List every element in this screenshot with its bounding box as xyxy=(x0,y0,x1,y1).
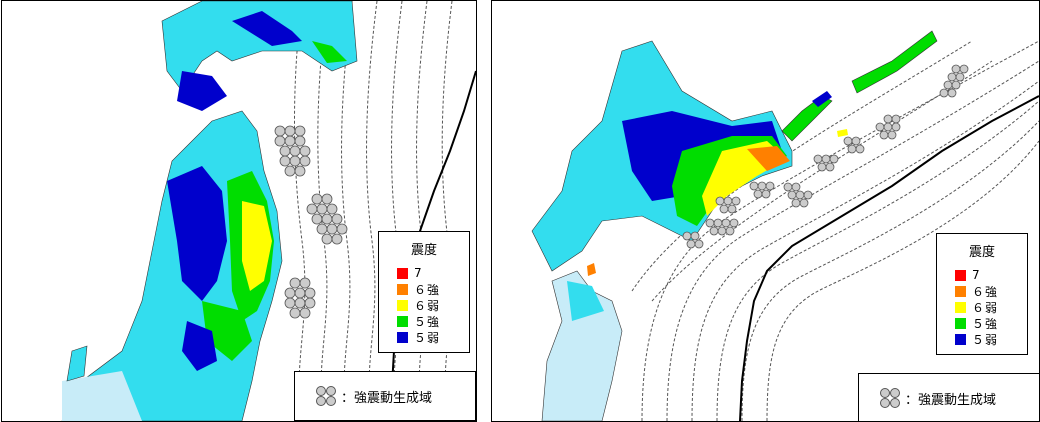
legend-title: 震度 xyxy=(968,245,995,260)
legend-label: 7 xyxy=(972,268,981,282)
zone-legend-label: ：強震動生成域 xyxy=(341,390,433,406)
legend-swatch xyxy=(397,299,408,311)
legend-label: ６強 xyxy=(414,282,441,297)
zone-legend: ：強震動生成域 xyxy=(858,373,1039,421)
map-panel-hokkaido: 震度 7 ６強 ６弱 ５強 ５弱 ：強震動生成域 xyxy=(491,0,1040,422)
legend-item: ５弱 xyxy=(955,332,999,347)
contour-lines xyxy=(631,40,1039,421)
legend-label: ５弱 xyxy=(972,332,999,347)
intensity-legend: 震度 7 ６強 ６弱 ５強 ５弱 xyxy=(936,233,1028,355)
legend-swatch xyxy=(397,315,408,327)
land-kuril xyxy=(781,95,833,142)
zone-legend: ：強震動生成域 xyxy=(294,371,476,421)
zone-legend-label: ：強震動生成域 xyxy=(905,392,997,408)
legend-title: 震度 xyxy=(410,243,437,258)
legend-label: 7 xyxy=(414,266,423,280)
legend-item: 7 xyxy=(955,268,981,282)
legend-item: ６弱 xyxy=(397,298,441,313)
legend-item: ５強 xyxy=(397,314,441,329)
zone-symbol-icon xyxy=(880,388,900,408)
legend-item: ６弱 xyxy=(955,300,999,315)
strong-motion-zones xyxy=(682,64,969,249)
legend-label: ６強 xyxy=(972,284,999,299)
map-panel-tohoku: 震度 7 ６強 ６弱 ５強 ５弱 ：強震動生成域 xyxy=(1,0,477,422)
legend-swatch xyxy=(955,285,966,297)
legend-item: ５弱 xyxy=(397,330,441,345)
intensity-map-hokkaido xyxy=(531,30,1039,421)
legend-swatch xyxy=(955,301,966,313)
legend-label: ５強 xyxy=(414,314,441,329)
intensity-legend: 震度 7 ６強 ６弱 ５強 ５弱 xyxy=(378,231,470,353)
legend-label: ５強 xyxy=(972,316,999,331)
intensity-map-tohoku xyxy=(61,1,476,421)
legend-swatch xyxy=(955,317,966,329)
legend-label: ５弱 xyxy=(414,330,441,345)
legend-swatch xyxy=(955,333,966,345)
legend-swatch xyxy=(397,267,408,279)
legend-item: ６強 xyxy=(955,284,999,299)
legend-item: ５強 xyxy=(955,316,999,331)
legend-swatch xyxy=(397,331,408,343)
trench-line xyxy=(739,95,1039,421)
legend-swatch xyxy=(397,283,408,295)
legend-label: ６弱 xyxy=(414,298,441,313)
legend-swatch xyxy=(955,269,966,281)
legend-item: 7 xyxy=(397,266,423,280)
strong-motion-zones xyxy=(274,125,348,319)
zone-symbol-icon xyxy=(316,386,336,406)
legend-item: ６強 xyxy=(397,282,441,297)
legend-label: ６弱 xyxy=(972,300,999,315)
